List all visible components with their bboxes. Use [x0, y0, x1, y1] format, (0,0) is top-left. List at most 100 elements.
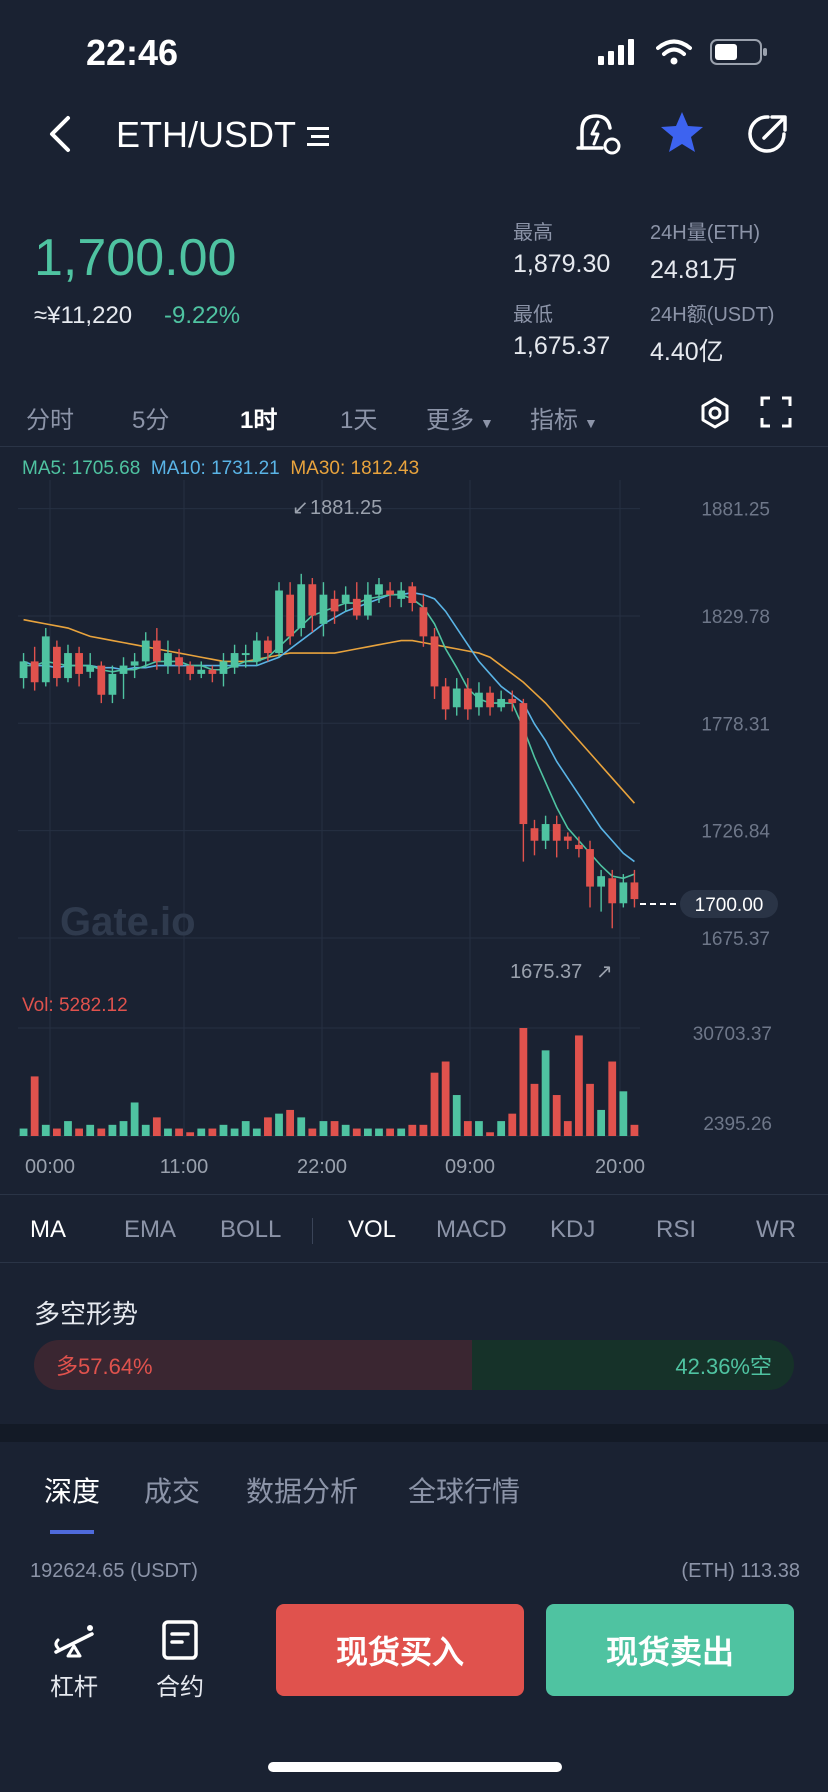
volume-bar	[497, 1121, 506, 1136]
candle-body	[430, 636, 439, 687]
contract-icon	[162, 1620, 198, 1660]
candle-body	[97, 665, 106, 695]
x-tick-label: 09:00	[445, 1156, 495, 1178]
spot-sell-button[interactable]: 现货卖出	[546, 1604, 794, 1696]
volume-bar	[430, 1072, 439, 1136]
candle-body	[75, 653, 83, 674]
ma30-line	[23, 618, 636, 804]
divider	[0, 1194, 828, 1195]
volume-bar	[75, 1128, 83, 1136]
current-price-tag	[680, 890, 778, 918]
tab-timeline[interactable]: 分时	[26, 407, 74, 434]
ind-tab-macd[interactable]: MACD	[436, 1216, 507, 1243]
candle-body	[463, 688, 472, 710]
volume-bar	[164, 1128, 172, 1136]
volume-bar	[452, 1095, 461, 1136]
volume-bar	[108, 1124, 117, 1136]
candle-body	[86, 665, 95, 672]
sentiment-short: 42.36%空	[472, 1340, 794, 1390]
volume-bar	[586, 1083, 594, 1136]
tab-1day[interactable]: 1天	[340, 407, 378, 434]
tab-indicator[interactable]: 指标 ▼	[530, 400, 598, 435]
candle-body	[630, 882, 639, 900]
ind-tab-wr[interactable]: WR	[756, 1216, 796, 1243]
indicator-tabs: MA EMA BOLL VOL MACD KDJ RSI WR	[0, 1196, 828, 1266]
volume-bar	[52, 1128, 61, 1136]
stat-high-label: 最高	[513, 222, 553, 244]
volume-bar	[119, 1121, 128, 1136]
spot-buy-button[interactable]: 现货买入	[276, 1604, 524, 1696]
volume-bar	[408, 1124, 417, 1136]
volume-bar	[275, 1113, 283, 1136]
volume-bar	[30, 1076, 39, 1136]
price-cny: ≈¥11,220	[34, 302, 133, 329]
volume-bar	[552, 1095, 561, 1136]
y-tick-label: 1829.78	[701, 607, 770, 628]
tab-trades[interactable]: 成交	[144, 1476, 201, 1507]
candle-body	[197, 669, 206, 674]
chart-settings-icon[interactable]	[698, 396, 732, 430]
volume-bar	[352, 1128, 361, 1136]
ind-tab-ema[interactable]: EMA	[124, 1216, 177, 1243]
favorite-star-icon[interactable]	[656, 108, 708, 160]
ind-tab-ma[interactable]: MA	[30, 1216, 66, 1243]
volume-bar	[97, 1128, 106, 1136]
stat-low-value: 1,675.37	[513, 332, 611, 360]
pair-selector[interactable]: ETH/USDT	[116, 114, 333, 156]
candle-body	[608, 878, 617, 904]
candle-body	[164, 653, 172, 666]
price-alert-icon[interactable]	[572, 108, 624, 160]
kline-chart[interactable]: Gate.io 1881.25 1829.78 1778.31 1726.84 1675…	[0, 480, 828, 1180]
tab-indicator-label: 指标	[530, 407, 578, 434]
candle-body	[19, 661, 28, 679]
y-tick-label: 1726.84	[701, 822, 770, 843]
candle-body	[286, 594, 295, 637]
status-icons	[598, 38, 768, 66]
current-price-label: 1700.00	[695, 895, 764, 916]
leverage-entry[interactable]: 杠杆	[34, 1620, 114, 1702]
tab-5min[interactable]: 5分	[132, 407, 170, 434]
y-tick-label: 1881.25	[701, 500, 770, 521]
candle-body	[541, 824, 550, 841]
tab-more[interactable]: 更多 ▼	[426, 400, 494, 435]
volume-bar	[230, 1128, 239, 1136]
nav-bar: ETH/USDT	[0, 100, 828, 170]
tab-data-analysis[interactable]: 数据分析	[246, 1476, 359, 1507]
chart-grid	[18, 480, 640, 1137]
volume-bar	[441, 1061, 450, 1136]
ind-tab-boll[interactable]: BOLL	[220, 1216, 282, 1243]
ma30-value: MA30: 1812.43	[290, 458, 420, 479]
candle-body	[219, 661, 228, 674]
ind-tab-rsi[interactable]: RSI	[656, 1216, 697, 1243]
candle-body	[575, 844, 583, 850]
volume-bar	[630, 1124, 639, 1136]
volume-bar	[264, 1117, 272, 1136]
ma-legend: MA5: 1705.68 MA10: 1731.21 MA30: 1812.43	[22, 458, 419, 480]
contract-entry[interactable]: 合约	[140, 1620, 220, 1702]
volume-bar	[375, 1128, 383, 1136]
ind-tab-kdj[interactable]: KDJ	[550, 1216, 596, 1243]
low-marker: 1675.37	[510, 961, 582, 983]
back-arrow-icon[interactable]	[44, 114, 76, 154]
share-icon[interactable]	[742, 108, 794, 160]
volume-bar	[252, 1128, 261, 1136]
candle-body	[530, 828, 539, 841]
leverage-icon	[54, 1625, 94, 1658]
volume-bar	[308, 1128, 317, 1136]
candle-body	[186, 665, 195, 674]
tab-depth[interactable]: 深度	[44, 1476, 101, 1507]
fullscreen-icon[interactable]	[760, 396, 792, 428]
stat-vol-value: 24.81万	[650, 256, 738, 284]
candle-body	[419, 607, 428, 637]
sentiment-bar: 多57.64% 42.36%空	[34, 1340, 794, 1390]
watermark: Gate.io	[60, 900, 196, 944]
battery-icon	[710, 39, 767, 65]
tab-1hour[interactable]: 1时	[240, 407, 278, 434]
candle-body	[108, 673, 117, 695]
ind-tab-vol[interactable]: VOL	[348, 1216, 397, 1243]
tab-global-market[interactable]: 全球行情	[408, 1476, 521, 1507]
candle-body	[363, 594, 372, 616]
candle-body	[175, 657, 183, 666]
section-gap	[0, 1424, 828, 1442]
candle-body	[208, 669, 217, 674]
